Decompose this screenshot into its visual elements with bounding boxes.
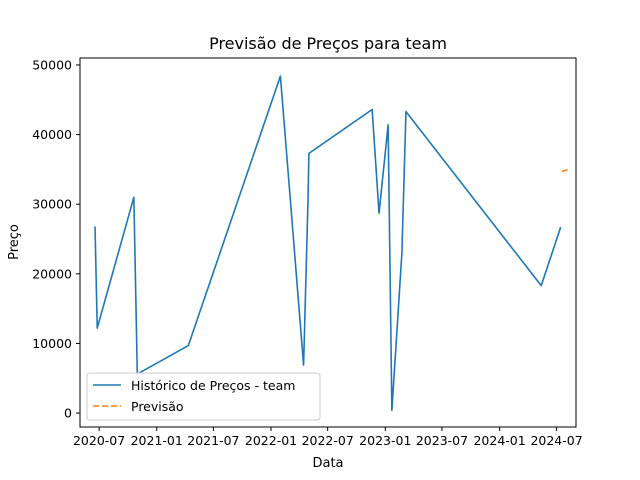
- series-line-previsao: [561, 168, 569, 173]
- x-axis-title: Data: [312, 456, 343, 471]
- x-axis: 2020-07 2021-01 2021-07 2022-01 2022-07 2023-…: [73, 427, 583, 448]
- legend-label-previsao: Previsão: [131, 399, 184, 414]
- x-tick-label: 2020-07: [73, 433, 125, 448]
- plot-area: [79, 57, 577, 428]
- x-tick-label: 2024-01: [473, 433, 525, 448]
- x-tick-label: 2023-07: [416, 433, 468, 448]
- y-axis-title: Preço: [7, 224, 22, 260]
- y-tick-label: 0: [64, 406, 72, 421]
- series-line-historico: [94, 75, 562, 412]
- legend-label-historico: Histórico de Preços - team: [131, 378, 295, 393]
- y-axis: 0 10000 20000 30000 40000 50000: [32, 57, 80, 421]
- y-tick-label: 20000: [32, 266, 72, 281]
- x-tick-label: 2023-01: [359, 433, 411, 448]
- x-tick-label: 2024-07: [530, 433, 582, 448]
- series-layer: [94, 75, 569, 412]
- legend: Histórico de Preços - team Previsão: [86, 372, 321, 421]
- x-tick-label: 2022-07: [302, 433, 354, 448]
- plot-frame: [79, 57, 577, 428]
- y-tick-label: 50000: [32, 57, 72, 72]
- y-tick-label: 30000: [32, 197, 72, 212]
- y-tick-label: 10000: [32, 336, 72, 351]
- x-tick-label: 2022-01: [245, 433, 297, 448]
- chart-title: Previsão de Preços para team: [209, 34, 447, 53]
- legend-box: [86, 372, 321, 421]
- y-tick-label: 40000: [32, 127, 72, 142]
- x-tick-label: 2021-07: [187, 433, 239, 448]
- x-tick-label: 2021-01: [131, 433, 183, 448]
